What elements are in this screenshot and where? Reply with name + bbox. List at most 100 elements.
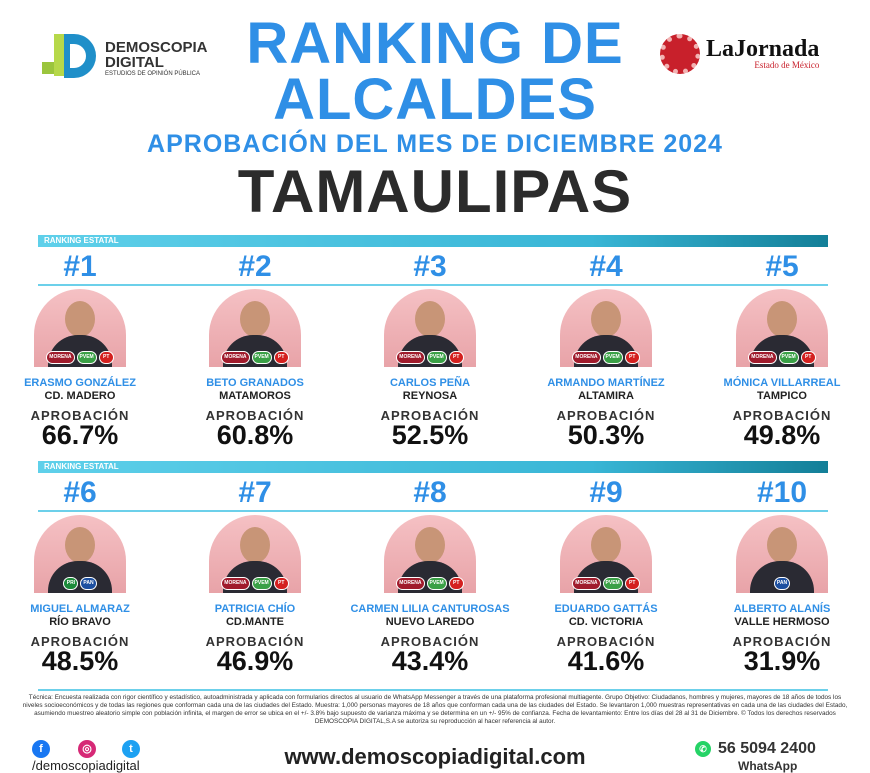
whatsapp-label: WhatsApp (738, 759, 798, 773)
party-logo-icon: MORENA (572, 577, 601, 590)
instagram-icon[interactable]: ◎ (78, 740, 96, 758)
twitter-icon[interactable]: t (122, 740, 140, 758)
title-line1: RANKING DE (246, 11, 624, 76)
mayor-name: MIGUEL ALMARAZ (30, 603, 130, 615)
party-logo-icon: MORENA (396, 577, 425, 590)
approval-value: 66.7% (41, 420, 119, 450)
party-logo-icon: PVEM (778, 351, 799, 364)
party-logo-icon: PT (624, 577, 640, 590)
approval-value: 31.9% (743, 646, 821, 676)
jornada-subtitle: Estado de México (754, 59, 820, 70)
demoscopia-logo-icon (40, 32, 100, 80)
mayor-city: CD.MANTE (225, 616, 285, 628)
approval-label: APROBACIÓN (205, 634, 305, 649)
party-logo-icon: MORENA (221, 577, 250, 590)
jornada-name: LaJornada (706, 35, 820, 62)
mayor-photo: PAN (736, 515, 828, 593)
party-logo-icon: PVEM (251, 577, 272, 590)
mayor-photo: MORENA PVEM PT (384, 515, 476, 593)
approval-label: APROBACIÓN (380, 408, 480, 423)
rank-number: #6 (63, 476, 97, 509)
mayor-photo: MORENA PVEM PT (34, 289, 126, 367)
rank-number: #2 (238, 250, 272, 283)
approval-value: 41.6% (567, 646, 645, 676)
mayor-city: CD. MADERO (44, 390, 116, 402)
mayor-name: MÓNICA VILLARREAL (723, 377, 841, 389)
demoscopia-name-line2: DIGITAL (105, 54, 164, 71)
subtitle: APROBACIÓN DEL MES DE DICIEMBRE 2024 (147, 130, 723, 158)
mayor-photo: PRI PAN (34, 515, 126, 593)
state-title: TAMAULIPAS (237, 158, 633, 225)
party-logo-icon: MORENA (46, 351, 75, 364)
mayor-name: BETO GRANADOS (206, 377, 304, 389)
rank-number: #10 (756, 476, 808, 509)
facebook-icon[interactable]: f (32, 740, 50, 758)
party-logo-icon: PVEM (426, 351, 447, 364)
social-handle[interactable]: /demoscopiadigital (32, 758, 140, 773)
party-logo-icon: PVEM (602, 577, 623, 590)
divider (38, 689, 828, 691)
party-logo-icon: MORENA (572, 351, 601, 364)
mayor-photo: MORENA PVEM PT (560, 289, 652, 367)
rank-number: #7 (238, 476, 272, 509)
mayor-photo: MORENA PVEM PT (560, 515, 652, 593)
party-logo-icon: MORENA (748, 351, 777, 364)
demoscopia-logo: DEMOSCOPIA DIGITAL ESTUDIOS DE OPINIÓN PÚB… (105, 40, 208, 78)
mayor-card: #4 MORENA PVEM PT ARMANDO MARTÍNEZ ALTAMIR… (521, 251, 691, 449)
mayor-name: ERASMO GONZÁLEZ (24, 377, 136, 389)
party-logo-icon: PAN (773, 577, 791, 590)
mayor-card: #8 MORENA PVEM PT CARMEN LILIA CANTUROSAS … (345, 477, 515, 675)
mayor-city: VALLE HERMOSO (734, 616, 830, 628)
rank-number: #3 (413, 250, 447, 283)
mayor-card: #3 MORENA PVEM PT CARLOS PEÑA REYNOSA APRO… (345, 251, 515, 449)
mayor-photo: MORENA PVEM PT (384, 289, 476, 367)
mayor-card: #10 PAN ALBERTO ALANÍS VALLE HERMOSO APR… (697, 477, 867, 675)
party-logo-icon: PVEM (251, 351, 272, 364)
mayor-city: MATAMOROS (219, 390, 291, 402)
whatsapp-icon: ✆ (695, 741, 711, 757)
section-bar-1: RANKING ESTATAL (38, 235, 828, 247)
approval-value: 60.8% (216, 420, 294, 450)
title-line2: ALCALDES (273, 67, 597, 132)
mayor-card: #9 MORENA PVEM PT EDUARDO GATTÁS CD. VICTO… (521, 477, 691, 675)
approval-label: APROBACIÓN (556, 408, 656, 423)
rank-number: #8 (413, 476, 447, 509)
party-logo-icon: PT (800, 351, 816, 364)
mayor-card: #2 MORENA PVEM PT BETO GRANADOS MATAMOROS … (170, 251, 340, 449)
approval-value: 49.8% (743, 420, 821, 450)
party-logo-icon: PVEM (602, 351, 623, 364)
approval-label: APROBACIÓN (732, 634, 832, 649)
mayor-city: TAMPICO (757, 390, 807, 402)
approval-label: APROBACIÓN (205, 408, 305, 423)
party-logo-icon: PT (273, 577, 289, 590)
phone-number[interactable]: 56 5094 2400 (718, 740, 816, 757)
party-logo-icon: PVEM (76, 351, 97, 364)
demoscopia-name-line1: DEMOSCOPIA (105, 39, 208, 56)
rank-number: #4 (589, 250, 623, 283)
approval-label: APROBACIÓN (556, 634, 656, 649)
section-bar-2: RANKING ESTATAL (38, 461, 828, 473)
mayor-card: #1 MORENA PVEM PT ERASMO GONZÁLEZ CD. MADE… (0, 251, 165, 449)
rank-number: #9 (589, 476, 623, 509)
approval-label: APROBACIÓN (380, 634, 480, 649)
mayor-name: ARMANDO MARTÍNEZ (547, 377, 665, 389)
party-logo-icon: PT (273, 351, 289, 364)
approval-value: 43.4% (391, 646, 469, 676)
rank-number: #5 (765, 250, 799, 283)
party-logo-icon: PT (624, 351, 640, 364)
party-logo-icon: PT (448, 577, 464, 590)
mayor-city: REYNOSA (402, 390, 458, 402)
divider (38, 510, 828, 512)
mayor-city: NUEVO LAREDO (385, 616, 475, 628)
approval-value: 52.5% (391, 420, 469, 450)
approval-label: APROBACIÓN (732, 408, 832, 423)
mayor-card: #7 MORENA PVEM PT PATRICIA CHÍO CD.MANTE A… (170, 477, 340, 675)
sun-icon (660, 34, 700, 74)
divider (38, 284, 828, 286)
la-jornada-logo: LaJornada Estado de México (660, 34, 819, 74)
mayor-photo: MORENA PVEM PT (209, 515, 301, 593)
party-logo-icon: PAN (80, 577, 97, 590)
website-link[interactable]: www.demoscopiadigital.com (284, 744, 586, 769)
party-logo-icon: PRI (63, 577, 79, 590)
mayor-name: CARMEN LILIA CANTUROSAS (350, 603, 510, 615)
